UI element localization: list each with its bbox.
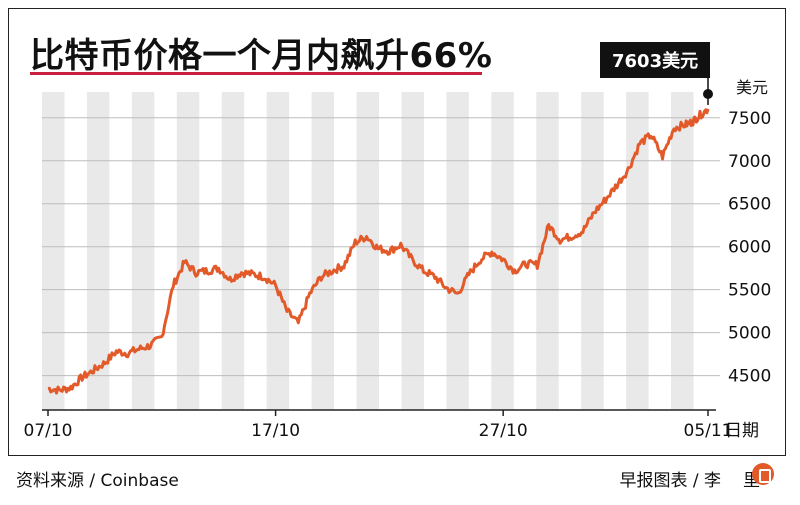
day-stripe bbox=[311, 92, 335, 410]
price-line bbox=[47, 108, 710, 395]
x-tick-label: 07/10 bbox=[24, 421, 73, 441]
x-tick-label: 17/10 bbox=[251, 421, 300, 441]
day-stripe bbox=[671, 92, 694, 410]
y-tick-label: 7500 bbox=[728, 109, 771, 129]
x-tick-label: 05/11 bbox=[684, 421, 733, 441]
day-stripe bbox=[491, 92, 514, 410]
author-seal-icon bbox=[752, 463, 774, 485]
y-axis-unit: 美元 bbox=[736, 78, 769, 97]
callout-dot bbox=[703, 89, 713, 99]
day-stripe bbox=[86, 92, 110, 410]
day-stripe bbox=[176, 92, 200, 410]
x-tick-label: 27/10 bbox=[479, 421, 528, 441]
day-stripe bbox=[266, 92, 290, 410]
x-axis-label: 日期 bbox=[725, 421, 759, 441]
y-tick-label: 5500 bbox=[728, 281, 771, 301]
day-stripe bbox=[626, 92, 649, 410]
day-stripe bbox=[536, 92, 559, 410]
day-stripe bbox=[581, 92, 604, 410]
y-tick-label: 4500 bbox=[728, 367, 771, 387]
chart-title: 比特币价格一个月内飙升66% bbox=[30, 36, 493, 76]
y-tick-label: 6000 bbox=[728, 238, 771, 258]
credit-text: 早报图表 / 李里 bbox=[619, 466, 760, 491]
price-callout: 7603美元 bbox=[600, 42, 711, 78]
y-tick-label: 5000 bbox=[728, 324, 771, 344]
title-underline bbox=[30, 72, 482, 75]
credit-label: 早报图表 / 李 bbox=[619, 471, 721, 491]
day-stripe bbox=[131, 92, 155, 410]
chart-frame bbox=[8, 8, 786, 456]
day-stripe bbox=[356, 92, 379, 410]
source-text: 资料来源 / Coinbase bbox=[16, 471, 179, 491]
y-tick-label: 6500 bbox=[728, 195, 771, 215]
day-stripe bbox=[221, 92, 245, 410]
day-stripe bbox=[401, 92, 424, 410]
day-stripe bbox=[42, 92, 65, 410]
day-stripe bbox=[446, 92, 469, 410]
y-tick-label: 7000 bbox=[728, 152, 771, 172]
